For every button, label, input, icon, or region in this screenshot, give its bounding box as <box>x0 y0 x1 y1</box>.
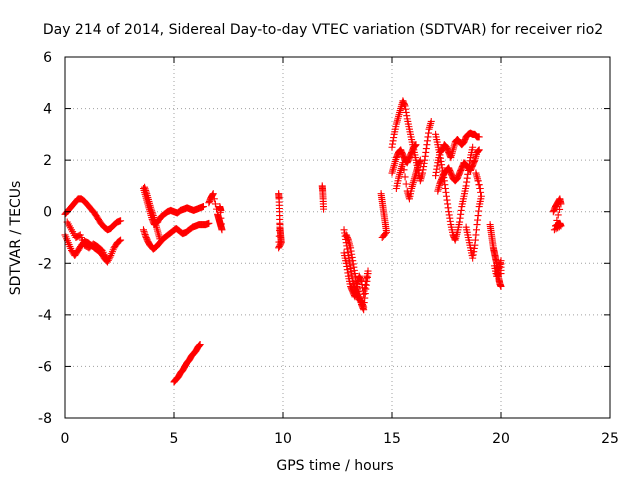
data-point <box>400 166 408 174</box>
y-tick-label: 0 <box>43 205 52 221</box>
data-point <box>554 211 562 219</box>
data-point <box>412 141 420 149</box>
x-tick-label: 20 <box>492 431 510 447</box>
data-point <box>116 237 124 245</box>
data-point <box>209 190 217 198</box>
data-point <box>210 195 218 203</box>
data-point <box>320 205 328 213</box>
grid-lines <box>65 57 610 418</box>
data-point <box>199 203 207 211</box>
y-tick-label: 4 <box>43 102 52 118</box>
data-point <box>106 253 114 261</box>
x-axis-label: GPS time / hours <box>276 458 393 474</box>
data-point <box>402 180 410 188</box>
y-tick-label: -4 <box>38 308 52 324</box>
x-tick-label: 10 <box>274 431 292 447</box>
data-point <box>102 254 110 262</box>
x-tick-label: 15 <box>383 431 401 447</box>
data-point <box>276 221 284 229</box>
data-point <box>364 267 372 275</box>
data-point <box>156 235 164 243</box>
y-tick-label: -8 <box>38 411 52 427</box>
y-tick-label: -6 <box>38 359 52 375</box>
data-point <box>117 217 125 225</box>
y-tick-label: 6 <box>43 50 52 66</box>
data-point <box>557 200 565 208</box>
tick-labels: 0 5 10 15 20 25 -8 -6 -4 -2 0 2 4 6 <box>38 50 619 447</box>
data-point <box>475 133 483 141</box>
data-point <box>495 277 503 285</box>
data-point <box>416 156 424 164</box>
chart-title: Day 214 of 2014, Sidereal Day-to-day VTE… <box>43 22 603 38</box>
y-tick-label: 2 <box>43 153 52 169</box>
x-tick-label: 5 <box>170 431 179 447</box>
data-point <box>475 181 483 189</box>
data-point <box>476 185 484 193</box>
x-tick-label: 25 <box>601 431 619 447</box>
y-axis-label: SDTVAR / TECUs <box>8 181 24 296</box>
x-tick-label: 0 <box>61 431 70 447</box>
data-point <box>552 225 560 233</box>
data-point <box>399 159 407 167</box>
plot-border <box>64 56 611 419</box>
data-point <box>427 117 435 125</box>
series-sdtvar <box>61 97 565 386</box>
data-point <box>104 258 112 266</box>
y-tick-label: -2 <box>38 256 52 272</box>
data-point <box>205 219 213 227</box>
data-point <box>378 234 386 241</box>
data-point <box>217 206 225 214</box>
data-point <box>196 341 204 349</box>
data-point <box>556 205 564 213</box>
data-point <box>117 236 125 244</box>
data-point <box>473 173 481 181</box>
data-point <box>115 237 123 245</box>
data-point <box>497 282 505 290</box>
data-point <box>550 226 558 234</box>
data-point <box>401 173 409 181</box>
data-point <box>211 200 219 208</box>
data-point <box>379 232 387 240</box>
data-point <box>477 192 485 200</box>
data-series <box>61 97 565 386</box>
data-point <box>474 177 482 185</box>
data-point <box>360 306 368 314</box>
data-point <box>475 146 483 154</box>
data-point <box>472 169 480 177</box>
data-point <box>469 143 477 151</box>
plot-frame <box>64 56 611 419</box>
data-point <box>497 270 505 278</box>
